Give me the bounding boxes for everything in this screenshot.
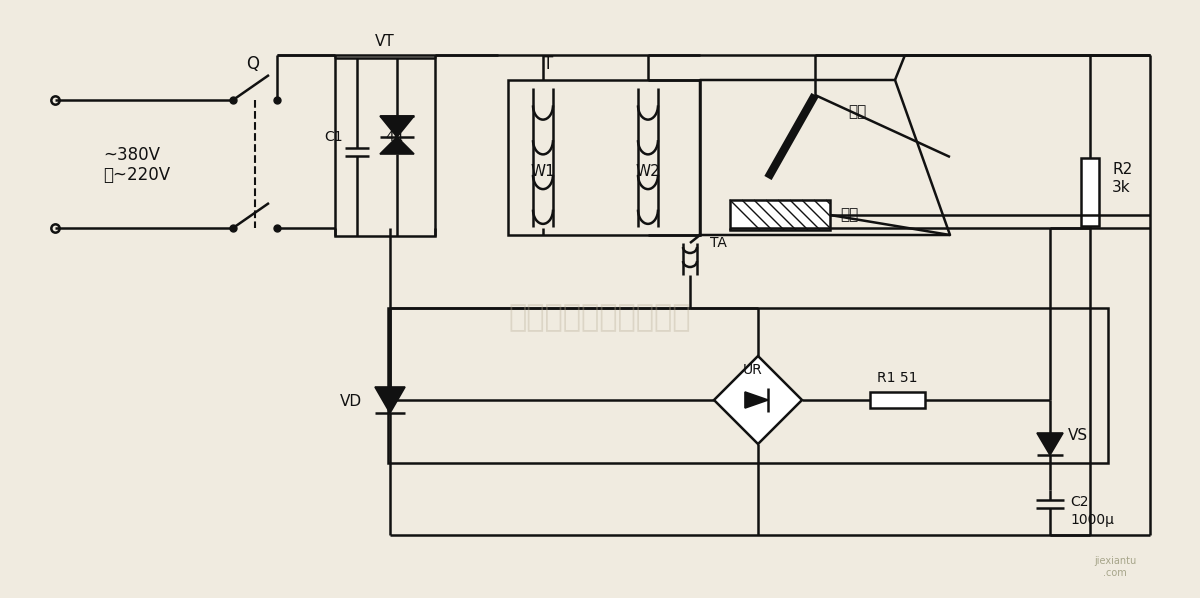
Text: W2: W2: [636, 164, 660, 179]
Polygon shape: [745, 392, 768, 408]
Text: T: T: [542, 55, 553, 73]
Bar: [508, 80, 700, 235]
Text: C2: C2: [1070, 495, 1088, 509]
Text: W1: W1: [530, 164, 556, 179]
Text: 焊条: 焊条: [848, 105, 866, 120]
Text: jiexiantu
.com: jiexiantu .com: [1094, 556, 1136, 578]
Text: VT: VT: [376, 35, 395, 50]
Bar: [335, 58, 436, 236]
Bar: [388, 308, 1108, 463]
Bar: [730, 200, 830, 230]
Polygon shape: [380, 116, 414, 137]
Text: VS: VS: [1068, 428, 1088, 443]
Text: VD: VD: [340, 393, 362, 408]
Text: 杭州将睿科技有限公司: 杭州将睿科技有限公司: [509, 304, 691, 332]
Text: R2: R2: [1112, 163, 1133, 178]
Bar: [870, 392, 925, 408]
Polygon shape: [714, 356, 802, 444]
Polygon shape: [380, 137, 414, 154]
Bar: [1081, 158, 1099, 226]
Polygon shape: [1037, 433, 1063, 455]
Text: ~380V
或~220V: ~380V 或~220V: [103, 145, 170, 184]
Text: Q: Q: [246, 55, 259, 73]
Text: C1: C1: [324, 130, 343, 144]
Text: 1000μ: 1000μ: [1070, 513, 1114, 527]
Text: 3k: 3k: [1112, 181, 1130, 196]
Text: UR: UR: [743, 363, 763, 377]
Text: TA: TA: [710, 236, 727, 250]
Text: 4μ: 4μ: [385, 130, 402, 144]
Polygon shape: [374, 387, 406, 413]
Text: 焊件: 焊件: [840, 208, 858, 222]
Text: R1 51: R1 51: [877, 371, 917, 385]
